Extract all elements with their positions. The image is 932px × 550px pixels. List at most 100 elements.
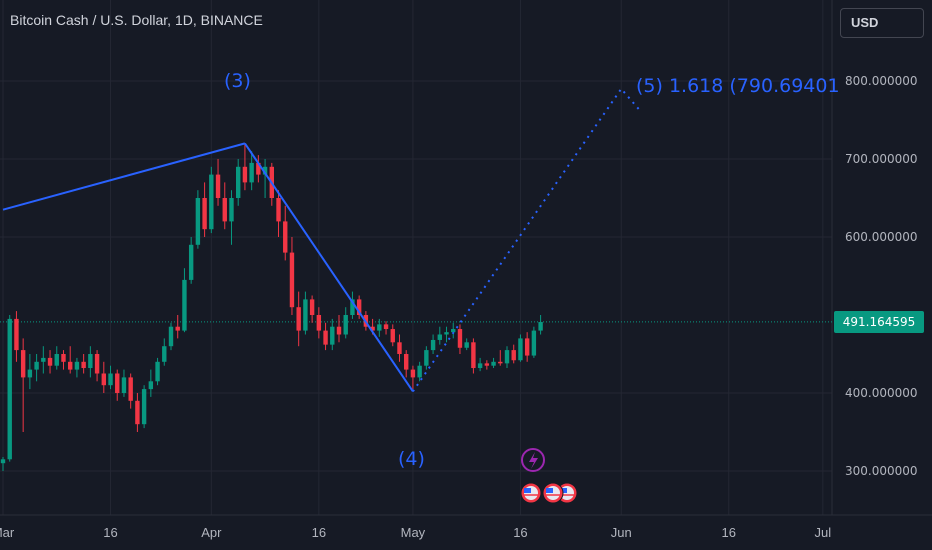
candle-body: [390, 329, 395, 343]
candle-body: [538, 322, 543, 331]
candle-body: [303, 299, 308, 331]
x-tick-label: 16: [312, 525, 326, 540]
candle-body: [14, 318, 19, 351]
lightning-bolt-icon: [529, 452, 538, 469]
candle-body: [430, 339, 436, 351]
candle-body: [27, 369, 33, 378]
candle-body: [236, 166, 241, 198]
lightning-event-icon: [521, 448, 545, 472]
candle-body: [115, 373, 120, 393]
us-flag-canton: [524, 488, 531, 493]
candle-body: [7, 318, 12, 460]
candle-body: [242, 166, 248, 183]
candle-body: [34, 361, 39, 370]
x-tick-label: Mar: [0, 525, 15, 540]
current-price-label: 491.164595: [834, 311, 924, 333]
candle-body: [148, 381, 154, 390]
candle-body: [256, 162, 261, 175]
x-tick-label: Apr: [201, 525, 222, 540]
candle-body: [524, 338, 530, 356]
candle-body: [410, 369, 416, 378]
candle-body: [370, 326, 375, 331]
candle-body: [484, 363, 490, 366]
candle-body: [437, 334, 442, 340]
candle-body: [404, 354, 409, 370]
candle-body: [215, 174, 221, 198]
candle-body: [309, 299, 315, 315]
y-tick-label: 400.000000: [845, 386, 918, 400]
currency-button[interactable]: USD: [840, 8, 924, 38]
candle-body: [262, 166, 268, 175]
candle-body: [135, 400, 140, 425]
candle-body: [424, 350, 429, 366]
candle-body: [249, 162, 254, 183]
candle-body: [350, 299, 355, 315]
candle-body: [128, 377, 133, 401]
candle-body: [511, 350, 516, 361]
candle-body: [343, 315, 348, 335]
candle-body: [61, 354, 66, 362]
candle-body: [209, 174, 214, 230]
candle-body: [121, 377, 127, 393]
candle-body: [155, 361, 160, 382]
us-flag-canton: [560, 488, 567, 493]
candle-body: [289, 252, 295, 308]
candle-body: [504, 350, 510, 364]
candle-body: [168, 326, 174, 347]
x-tick-label: Jun: [611, 525, 632, 540]
x-tick-label: 16: [513, 525, 527, 540]
candle-body: [330, 326, 335, 345]
candle-body: [81, 361, 86, 369]
us-flag-canton: [546, 488, 553, 493]
y-tick-label: 300.000000: [845, 464, 918, 478]
candle-body: [47, 357, 53, 366]
candle-body: [54, 354, 59, 366]
candle-body: [377, 324, 382, 331]
candle-body: [0, 459, 6, 464]
candle-body: [471, 342, 476, 369]
x-tick-label: Jul: [815, 525, 832, 540]
x-tick-label: May: [401, 525, 426, 540]
candle-body: [477, 363, 483, 369]
candle-body: [229, 198, 234, 222]
candle-body: [498, 361, 503, 364]
candle-body: [202, 198, 207, 230]
candle-body: [451, 329, 456, 333]
candle-body: [397, 342, 402, 354]
candle-body: [276, 198, 281, 222]
candle-body: [444, 332, 449, 335]
wave-line: [2, 142, 246, 211]
candle-body: [296, 307, 301, 331]
candle-body: [323, 330, 328, 345]
candle-body: [195, 198, 201, 245]
candle-body: [188, 244, 194, 280]
wave-line: [244, 142, 414, 393]
candle-body: [20, 350, 26, 378]
y-tick-label: 800.000000: [845, 74, 918, 88]
wave-3-label: (3): [224, 70, 251, 92]
candle-body: [491, 361, 496, 366]
candle-body: [464, 342, 469, 348]
candle-body: [336, 326, 342, 335]
candle-body: [531, 330, 537, 356]
candle-body: [356, 299, 362, 315]
candle-body: [68, 361, 73, 370]
candle-body: [518, 338, 523, 361]
candle-body: [88, 354, 93, 369]
candle-body: [41, 357, 46, 362]
candle-body: [94, 354, 100, 374]
candle-body: [108, 373, 113, 386]
candle-body: [101, 373, 106, 386]
x-tick-label: 16: [103, 525, 117, 540]
candle-body: [162, 346, 167, 362]
candle-body: [182, 279, 187, 331]
candle-body: [417, 365, 422, 378]
wave-4-label: (4): [398, 448, 425, 470]
candle-body: [222, 198, 227, 222]
candle-body: [457, 329, 463, 348]
candle-body: [316, 315, 322, 331]
candle-body: [175, 326, 180, 331]
y-tick-label: 700.000000: [845, 152, 918, 166]
